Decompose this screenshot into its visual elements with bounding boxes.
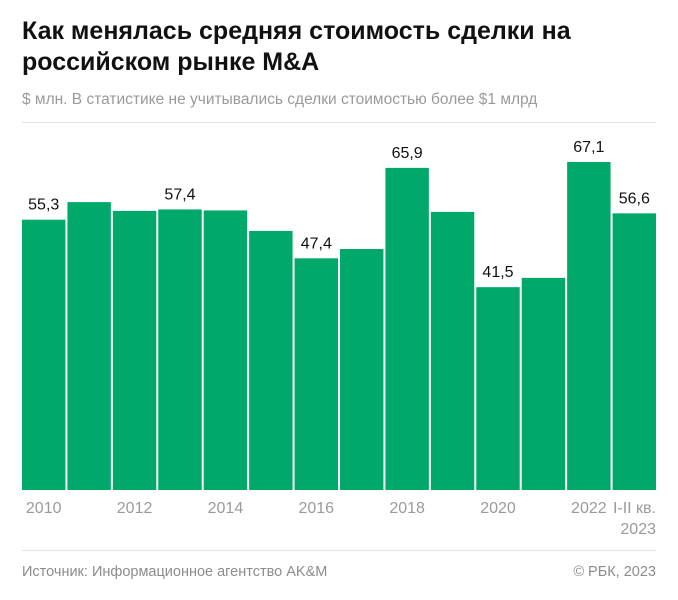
bar-2018 xyxy=(385,167,429,490)
x-tick-label: 2023 xyxy=(620,521,656,538)
x-tick-label: I-II кв. xyxy=(613,500,656,517)
x-tick-label: 2014 xyxy=(208,500,244,517)
data-label: 57,4 xyxy=(164,186,195,203)
x-tick-label: 2012 xyxy=(117,500,153,517)
copyright: © РБК, 2023 xyxy=(573,564,656,580)
data-label: 47,4 xyxy=(301,235,332,252)
bar-2019 xyxy=(430,211,475,490)
bar-2022 xyxy=(567,162,611,490)
bar-2012 xyxy=(112,210,157,490)
bar-2016 xyxy=(294,258,338,490)
data-label: 55,3 xyxy=(28,197,59,214)
source-note: Источник: Информационное агентство AK&M xyxy=(22,564,328,580)
bar-chart: 55,3 2010 2012 57,4 2014 47,4 2016 65,9 2018 41,5… xyxy=(22,139,656,538)
bottom-divider xyxy=(22,550,656,551)
data-label: 56,6 xyxy=(619,190,650,207)
chart-title: Как менялась средняя стоимость сделки на… xyxy=(22,17,571,76)
x-tick-label: 2018 xyxy=(389,500,425,517)
data-label: 67,1 xyxy=(573,139,604,156)
bar-2010 xyxy=(22,219,66,490)
x-tick-label: 2010 xyxy=(26,500,62,517)
bar-2021 xyxy=(521,277,566,490)
x-tick-label: 2022 xyxy=(571,500,607,517)
x-tick-label: 2020 xyxy=(480,500,516,517)
bar-2015 xyxy=(249,230,293,490)
top-divider xyxy=(22,122,656,123)
x-tick-label: 2016 xyxy=(298,500,334,517)
bar-2017 xyxy=(340,249,384,490)
bar-I-II кв. 2023 xyxy=(612,213,656,490)
data-label: 65,9 xyxy=(392,145,423,162)
bar-2020 xyxy=(476,287,520,490)
chart-subtitle: $ млн. В статистике не учитывались сделк… xyxy=(22,91,538,108)
data-label: 41,5 xyxy=(482,264,513,281)
bar-2014 xyxy=(203,210,248,490)
bar-2011 xyxy=(67,202,111,490)
bar-2013 xyxy=(158,209,202,490)
